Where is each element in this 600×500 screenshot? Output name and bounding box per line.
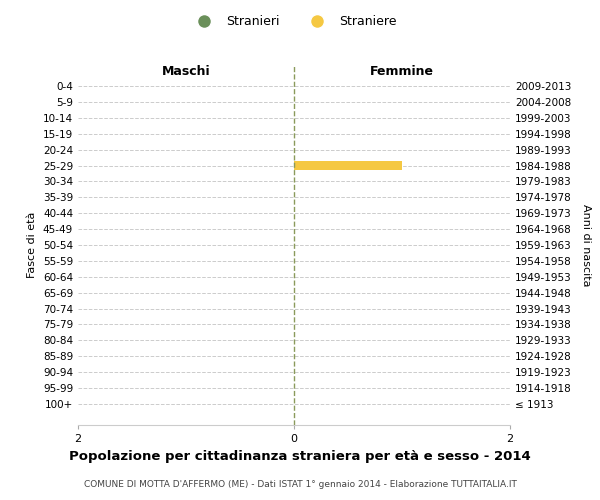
Text: COMUNE DI MOTTA D'AFFERMO (ME) - Dati ISTAT 1° gennaio 2014 - Elaborazione TUTTA: COMUNE DI MOTTA D'AFFERMO (ME) - Dati IS… xyxy=(83,480,517,489)
Legend: Stranieri, Straniere: Stranieri, Straniere xyxy=(186,10,402,33)
Text: Popolazione per cittadinanza straniera per età e sesso - 2014: Popolazione per cittadinanza straniera p… xyxy=(69,450,531,463)
Text: Femmine: Femmine xyxy=(370,65,434,78)
Y-axis label: Fasce di età: Fasce di età xyxy=(28,212,37,278)
Bar xyxy=(294,161,402,170)
Text: Maschi: Maschi xyxy=(161,65,211,78)
Y-axis label: Anni di nascita: Anni di nascita xyxy=(581,204,591,286)
